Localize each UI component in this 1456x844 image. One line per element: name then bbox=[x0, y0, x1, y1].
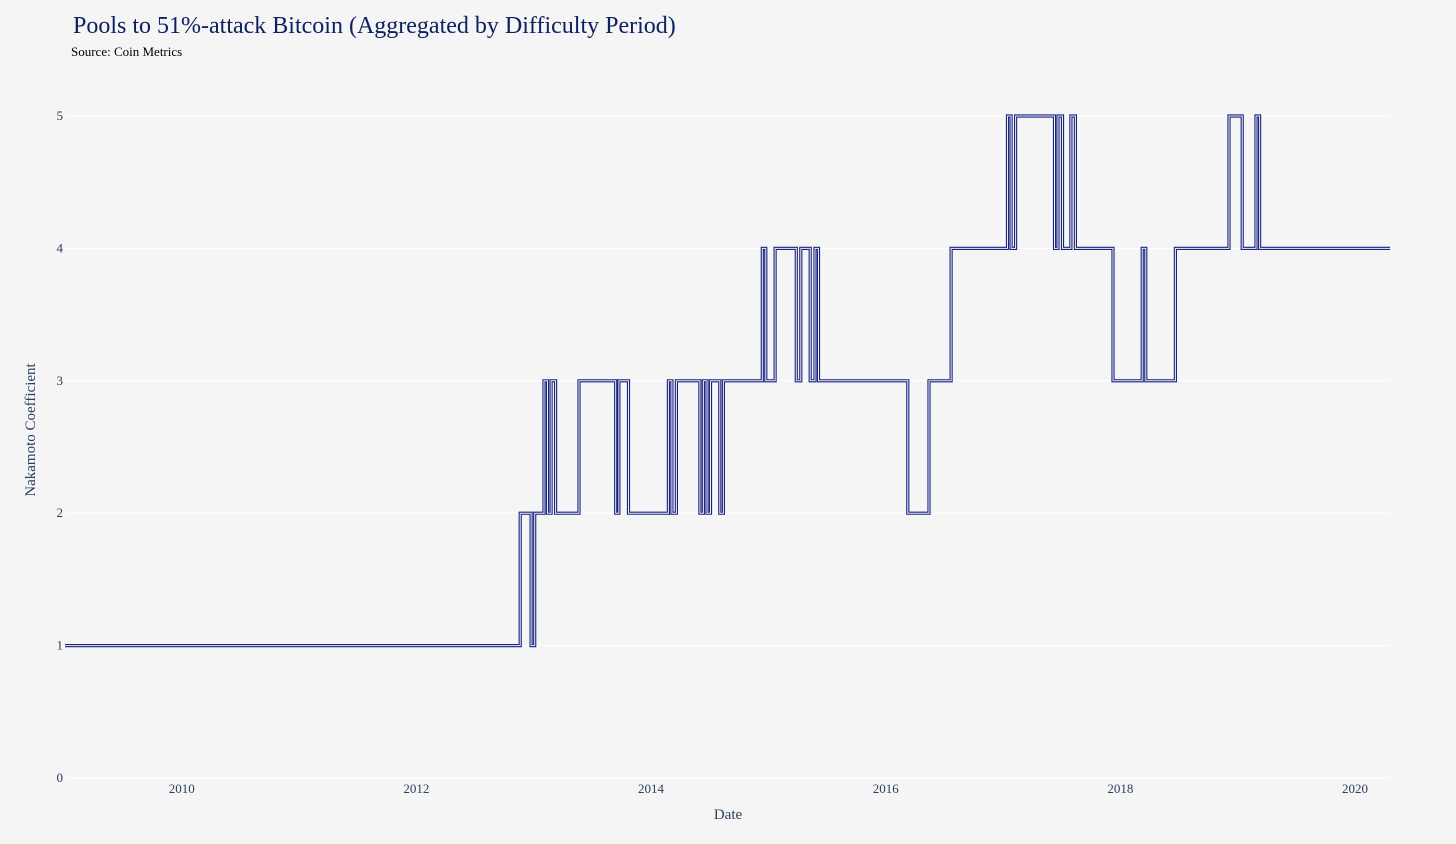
x-tick-label: 2018 bbox=[1107, 781, 1133, 796]
y-axis-ticks: 0 1 2 3 4 5 bbox=[57, 108, 64, 785]
series-line-inner bbox=[65, 115, 1390, 647]
chart-subtitle: Source: Coin Metrics bbox=[71, 44, 182, 59]
x-axis-ticks: 2010 2012 2014 2016 2018 2020 bbox=[169, 781, 1368, 796]
x-tick-label: 2016 bbox=[873, 781, 900, 796]
chart-title: Pools to 51%-attack Bitcoin (Aggregated … bbox=[73, 13, 676, 39]
series-line bbox=[65, 114, 1390, 648]
x-tick-label: 2012 bbox=[403, 781, 429, 796]
x-tick-label: 2020 bbox=[1342, 781, 1368, 796]
y-tick-label: 2 bbox=[57, 505, 64, 520]
y-tick-label: 0 bbox=[57, 770, 64, 785]
y-axis-label: Nakamoto Coefficient bbox=[23, 362, 39, 496]
y-tick-label: 5 bbox=[57, 108, 64, 123]
x-axis-label: Date bbox=[714, 807, 743, 823]
y-tick-label: 1 bbox=[57, 638, 64, 653]
y-tick-label: 3 bbox=[57, 373, 64, 388]
x-tick-label: 2014 bbox=[638, 781, 665, 796]
x-tick-label: 2010 bbox=[169, 781, 195, 796]
y-tick-label: 4 bbox=[57, 240, 64, 255]
